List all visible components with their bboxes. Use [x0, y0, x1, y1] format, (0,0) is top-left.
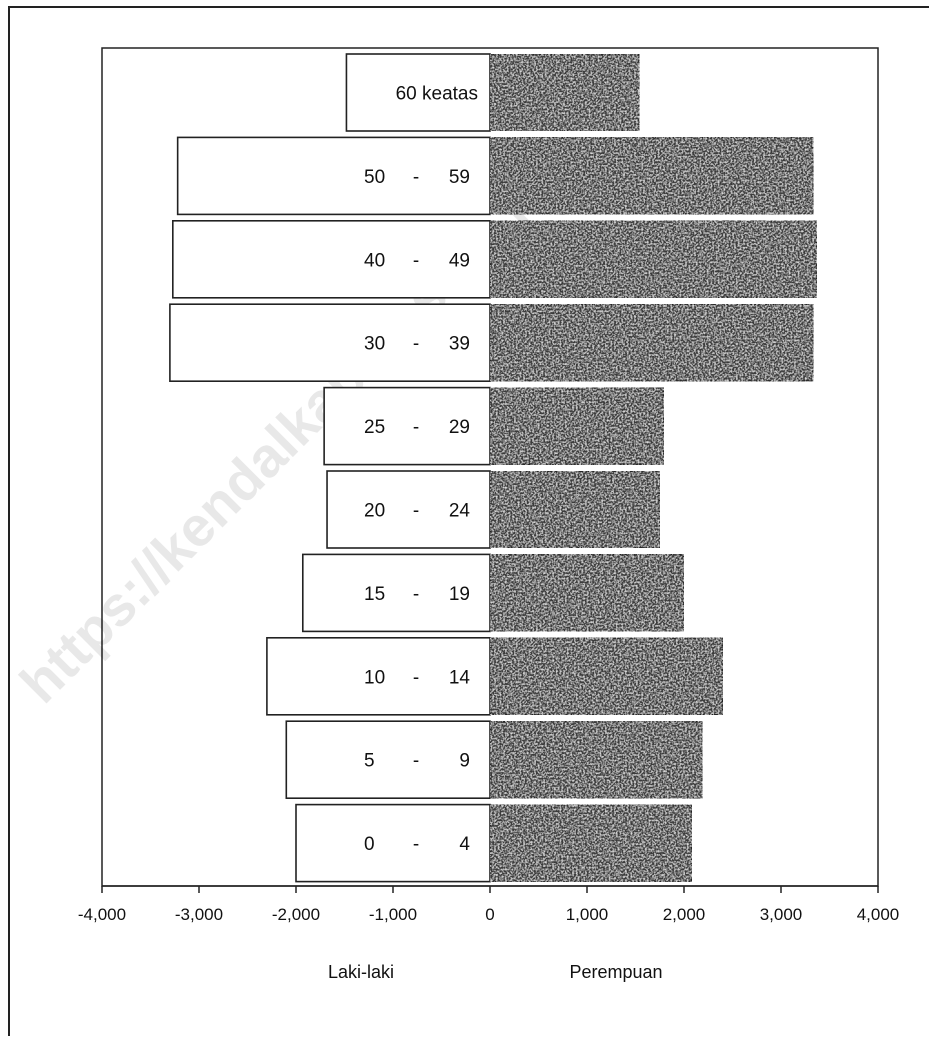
age-label-9: 60 keatas [396, 84, 478, 105]
male-bars [169, 53, 491, 883]
x-tick-label-2: -2,000 [272, 905, 320, 924]
x-tick-label-0: -4,000 [78, 905, 126, 924]
age-label-1-part-0: 5 [364, 751, 375, 772]
x-tick-label-7: 3,000 [760, 905, 803, 924]
female-bars [489, 53, 818, 883]
bar-male-4 [326, 470, 491, 549]
age-label-2-part-1: - [413, 667, 419, 688]
bar-male-2 [266, 636, 491, 716]
bar-female-3 [489, 553, 685, 633]
bar-male-3 [301, 553, 491, 633]
bar-male-7 [172, 220, 491, 299]
age-label-7-part-0: 40 [364, 250, 385, 271]
bar-female-4 [489, 470, 661, 549]
bar-male-0 [295, 803, 491, 883]
age-label-1-part-2: 9 [459, 751, 470, 772]
age-label-3-part-1: - [413, 584, 419, 605]
x-axis-ticks: -4,000 -3,000 -2,000 -1,000 0 1,000 2,000 3,000… [78, 886, 899, 924]
age-label-8-part-2: 59 [449, 167, 470, 188]
x-tick-label-4: 0 [485, 905, 494, 924]
x-tick-label-5: 1,000 [566, 905, 609, 924]
bar-female-1 [489, 720, 704, 800]
bar-male-5 [323, 386, 491, 466]
age-label-7-part-1: - [413, 250, 419, 271]
age-label-4-part-0: 20 [364, 501, 385, 522]
age-label-6-part-2: 39 [449, 334, 470, 355]
bar-female-8 [489, 136, 814, 216]
age-label-3-part-0: 15 [364, 584, 385, 605]
age-label-3-part-2: 19 [449, 584, 470, 605]
bar-female-6 [489, 303, 814, 383]
age-label-8-part-1: - [413, 167, 419, 188]
legend-male-label: Laki-laki [328, 962, 394, 982]
bar-female-7 [489, 220, 818, 299]
age-label-5-part-0: 25 [364, 417, 385, 438]
age-label-4-part-2: 24 [449, 501, 471, 522]
age-label-5-part-2: 29 [449, 417, 470, 438]
legend-female-label: Perempuan [569, 962, 662, 982]
age-label-0-part-1: - [413, 834, 419, 855]
age-label-1-part-1: - [413, 751, 419, 772]
chart-frame [8, 6, 929, 1036]
bar-male-6 [169, 303, 491, 383]
age-label-2-part-2: 14 [449, 667, 471, 688]
age-label-4-part-1: - [413, 501, 419, 522]
age-labels: 0 - 4 5 - 9 10 - 14 15 - 19 20 - 24 25 - 29 30 - 39 40 - 49 50 - 5… [364, 84, 478, 856]
age-label-8-part-0: 50 [364, 167, 385, 188]
bar-female-0 [489, 803, 693, 883]
x-tick-label-8: 4,000 [857, 905, 900, 924]
age-label-0-part-0: 0 [364, 834, 375, 855]
bar-female-5 [489, 386, 665, 466]
age-label-0-part-2: 4 [459, 834, 470, 855]
x-tick-label-3: -1,000 [369, 905, 417, 924]
age-label-2-part-0: 10 [364, 667, 385, 688]
bar-male-8 [176, 136, 491, 216]
bar-male-1 [285, 720, 491, 800]
x-tick-label-6: 2,000 [663, 905, 706, 924]
x-tick-label-1: -3,000 [175, 905, 223, 924]
bar-female-9 [489, 53, 641, 132]
bar-female-2 [489, 636, 724, 716]
age-label-6-part-1: - [413, 334, 419, 355]
age-label-6-part-0: 30 [364, 334, 385, 355]
age-label-5-part-1: - [413, 417, 419, 438]
age-label-7-part-2: 49 [449, 250, 470, 271]
